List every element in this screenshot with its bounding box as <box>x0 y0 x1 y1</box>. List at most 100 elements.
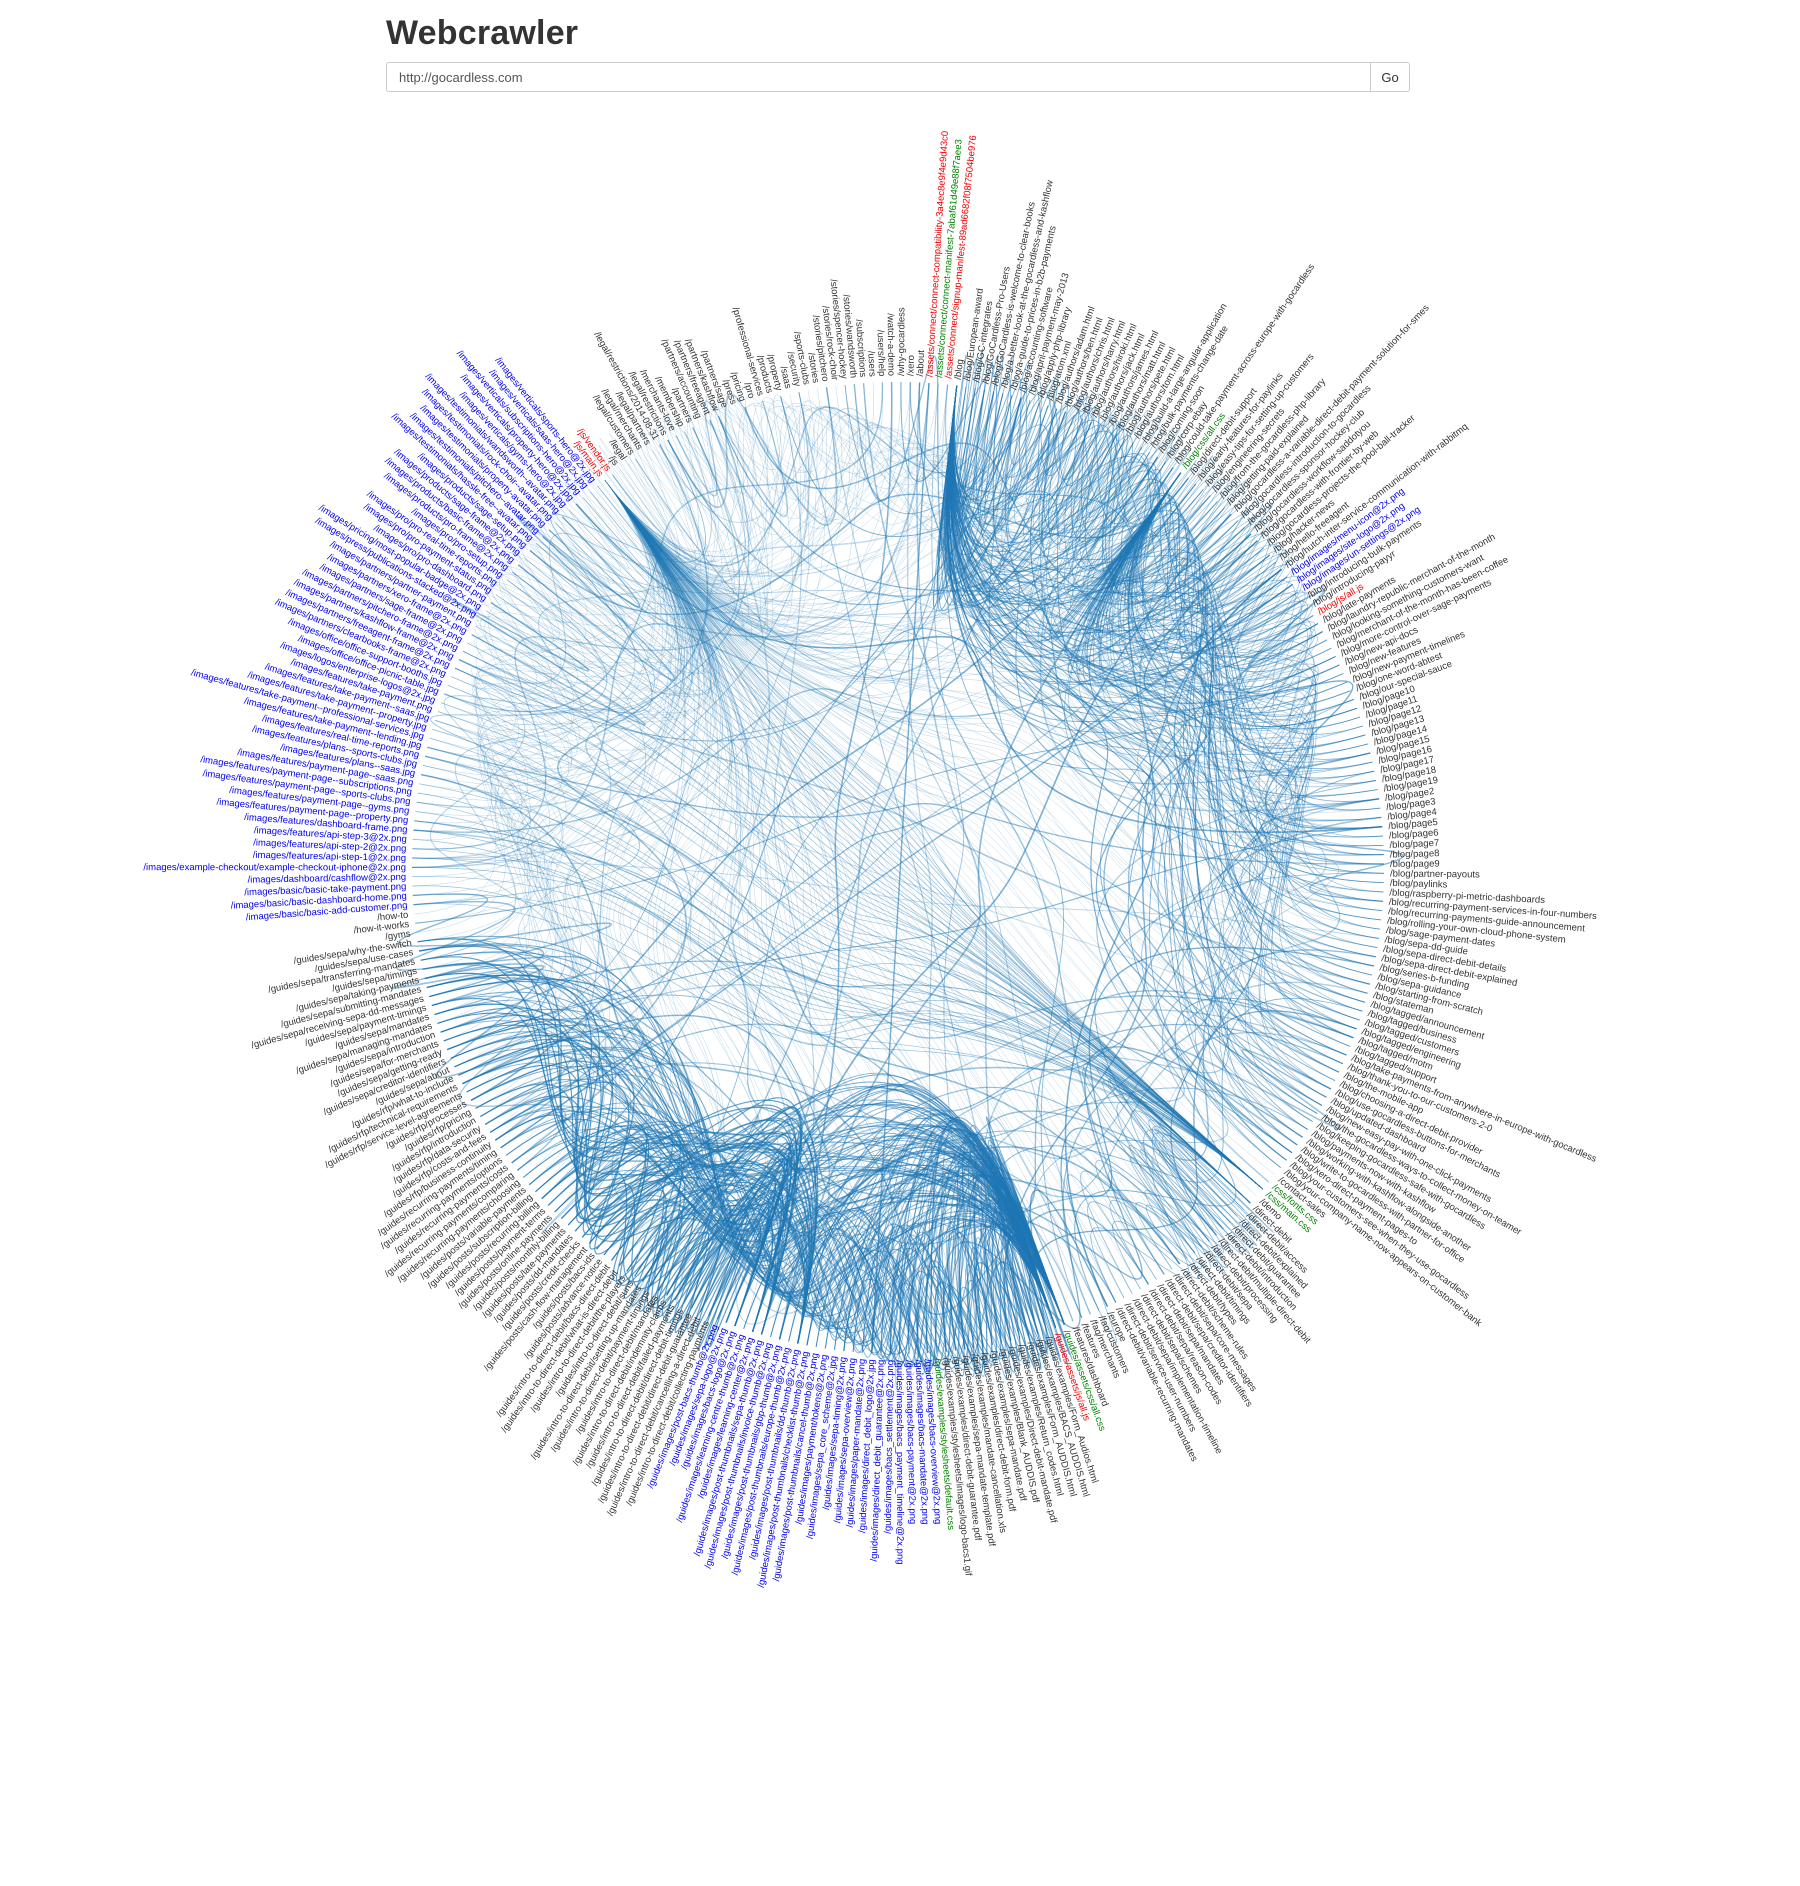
link-edge <box>604 480 1141 1290</box>
link-edge <box>980 798 1380 1343</box>
link-edge <box>889 1147 1074 1373</box>
link-edge <box>604 480 1293 1153</box>
node-label[interactable]: /blog/page9 <box>1390 859 1440 870</box>
link-edge <box>419 480 686 952</box>
link-edge <box>604 480 1281 1168</box>
link-edge <box>599 437 734 644</box>
link-edge <box>1064 472 1258 656</box>
link-edge <box>437 1012 1057 1328</box>
node-label[interactable]: /users <box>865 351 877 378</box>
node-label[interactable]: /saas <box>778 365 794 390</box>
link-edge <box>454 984 1347 1076</box>
link-edge <box>949 385 1366 749</box>
link-edge <box>1107 472 1232 588</box>
link-edge <box>397 893 545 998</box>
link-edge <box>1086 447 1385 865</box>
link-edge <box>604 382 883 578</box>
link-edge <box>604 480 1376 958</box>
link-edge <box>1082 472 1383 911</box>
link-edge <box>518 480 665 602</box>
link-edge <box>942 1127 1210 1352</box>
link-edge <box>604 416 748 647</box>
link-edge <box>1105 472 1344 700</box>
node-label[interactable]: /blog/page6 <box>1389 827 1439 841</box>
node-label[interactable]: /images/dashboard/cashflow@2x.png <box>247 872 406 886</box>
node-label[interactable]: /blog/partner-payouts <box>1390 868 1480 880</box>
link-edge <box>916 382 1030 1337</box>
go-button[interactable]: Go <box>1370 62 1410 92</box>
link-edge <box>1133 472 1383 837</box>
link-edge <box>1132 472 1351 706</box>
link-edge <box>604 480 865 1353</box>
url-input[interactable] <box>386 62 1370 92</box>
link-edge <box>667 387 838 526</box>
node-label[interactable]: /blog/page7 <box>1389 838 1439 851</box>
link-edge <box>952 385 1298 1146</box>
node-label[interactable]: /stories <box>805 352 821 384</box>
link-edge <box>604 480 975 1349</box>
node-label[interactable]: /guides/images/bacs_settlement@2x.png <box>883 1360 897 1534</box>
node-label[interactable]: /guides/images/bacs_payment_timeline@2x.… <box>894 1360 906 1565</box>
link-edge <box>548 480 717 1206</box>
node-label[interactable]: /xero <box>905 355 917 376</box>
node-label[interactable]: /images/features/api-step-1@2x.png <box>253 850 406 864</box>
link-edge <box>604 480 1328 672</box>
link-edge <box>414 820 1264 1190</box>
link-edge <box>422 964 1057 1328</box>
link-edge <box>1062 420 1182 608</box>
node-label[interactable]: /subscriptions <box>853 319 868 378</box>
node-label[interactable]: /guides/images/bacs-payment@2x.png <box>903 1360 918 1525</box>
node-label[interactable]: /blog <box>953 359 966 381</box>
link-edge <box>427 746 1264 1190</box>
link-edge <box>1098 472 1368 759</box>
link-edge <box>806 1118 1057 1377</box>
link-edge <box>604 455 1174 573</box>
link-edge <box>1135 1126 1251 1270</box>
link-edge <box>604 480 1360 1021</box>
link-edge <box>941 371 1118 616</box>
link-edge <box>675 400 788 518</box>
node-label[interactable]: /about <box>915 350 927 377</box>
link-edge <box>604 480 1351 1047</box>
link-edge <box>952 385 1327 1098</box>
link-edge <box>604 480 1363 1012</box>
link-edge <box>604 480 707 1282</box>
node-labels: /about/assets/connect/connect-compatibil… <box>143 131 1598 1589</box>
link-edge <box>604 480 1056 1328</box>
link-edge <box>462 583 1293 1085</box>
link-edge <box>1027 872 1385 1331</box>
node-label[interactable]: /blog/page5 <box>1388 817 1438 832</box>
link-edge <box>512 571 1264 1190</box>
link-edge <box>413 829 1083 1319</box>
node-label[interactable]: /blog/paylinks <box>1390 878 1448 891</box>
node-label[interactable]: /images/example-checkout/example-checkou… <box>143 862 406 873</box>
link-edge <box>470 456 1159 1101</box>
link-edge <box>1170 1047 1341 1146</box>
link-edge <box>604 480 1303 1138</box>
link-edge <box>870 382 930 1354</box>
node-label[interactable]: /why-gocardless <box>896 307 907 376</box>
link-edge <box>1074 472 1314 669</box>
link-edge <box>691 1131 800 1352</box>
link-edge <box>604 412 749 577</box>
node-label[interactable]: /gyms <box>385 928 412 942</box>
link-edge <box>484 416 750 1126</box>
node-label[interactable]: /pro <box>741 381 756 400</box>
node-label[interactable]: /blog/page8 <box>1390 848 1440 860</box>
link-edge <box>604 480 956 1351</box>
node-label[interactable]: /watch-a-demo <box>885 313 897 376</box>
link-edge <box>604 480 1065 1325</box>
link-edge <box>604 418 1084 578</box>
link-edge <box>699 1157 792 1349</box>
link-edge <box>604 480 1100 1311</box>
link-edge <box>604 480 1108 1307</box>
link-edge <box>604 439 1142 595</box>
link-edge <box>604 480 1383 838</box>
link-edge <box>604 480 1375 783</box>
link-edge <box>417 480 693 943</box>
link-edge <box>424 480 720 773</box>
node-label[interactable]: /how-to <box>377 910 409 924</box>
node-label[interactable]: /blog/page4 <box>1387 807 1438 823</box>
node-label[interactable]: /users/help <box>875 330 887 377</box>
link-edge <box>1134 472 1336 1081</box>
